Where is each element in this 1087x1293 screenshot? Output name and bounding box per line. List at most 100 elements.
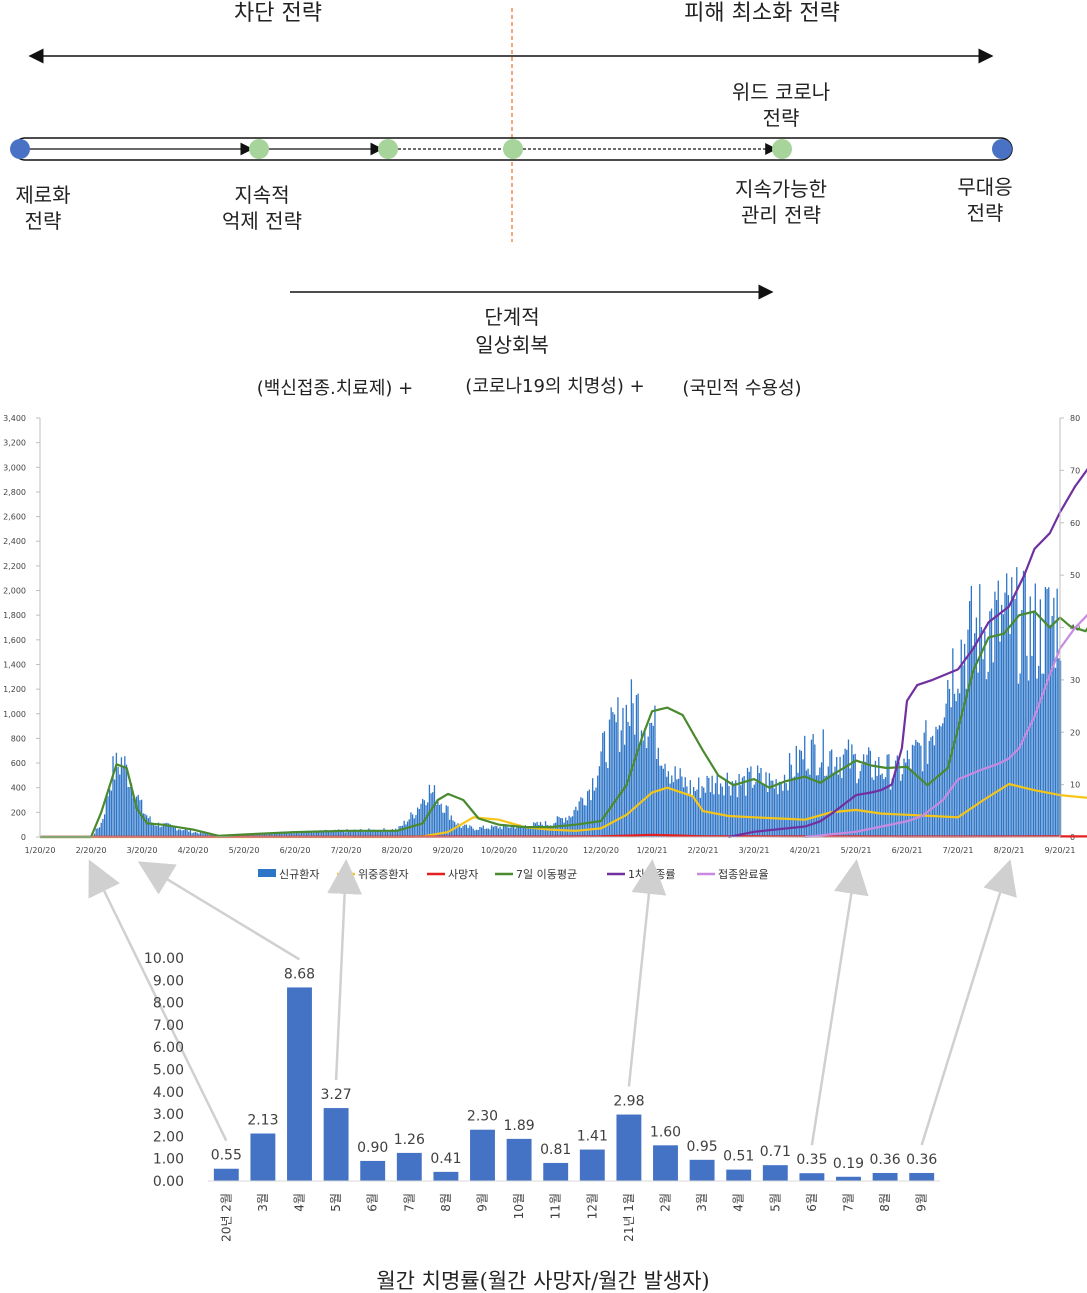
new-case-bar <box>788 753 791 837</box>
new-case-bar <box>862 754 865 837</box>
new-case-bar <box>393 830 395 837</box>
new-case-bar <box>989 611 991 837</box>
x-tick-label: 2/20/21 <box>688 846 719 855</box>
x-tick-label: 7/20/20 <box>331 846 362 855</box>
new-case-bar <box>142 813 144 837</box>
new-case-bar <box>371 831 373 837</box>
new-case-bar <box>410 812 412 837</box>
fatality-bars <box>213 987 935 1181</box>
new-case-bar <box>731 781 734 837</box>
new-case-bar <box>805 770 808 837</box>
new-case-bar <box>361 829 363 837</box>
new-case-bar <box>841 778 843 837</box>
new-case-bar <box>836 756 838 837</box>
new-case-bar <box>693 787 695 837</box>
new-case-bar <box>97 828 99 837</box>
x-tick-label: 1/20/21 <box>637 846 668 855</box>
new-case-bar <box>659 765 661 837</box>
new-case-bar <box>1041 673 1043 837</box>
left-tick-label: 2,400 <box>3 537 26 546</box>
new-case-bar <box>943 717 946 837</box>
new-case-bar <box>369 829 372 837</box>
new-case-bar <box>935 726 937 837</box>
new-case-bar <box>492 826 495 837</box>
new-case-bar <box>418 809 420 837</box>
new-case-bar <box>302 832 304 837</box>
new-case-bar <box>1043 673 1045 837</box>
new-case-bar <box>509 827 511 837</box>
new-case-bar <box>93 833 96 837</box>
new-case-bar <box>529 827 532 837</box>
new-case-bar <box>337 829 340 837</box>
new-case-bar <box>613 714 616 837</box>
new-case-bar <box>1048 587 1050 837</box>
new-case-bar <box>485 828 488 837</box>
new-case-bar <box>654 705 656 837</box>
new-case-bar <box>273 832 276 837</box>
new-case-bar <box>334 829 336 837</box>
new-case-bar <box>629 726 631 837</box>
new-case-bar <box>602 732 604 837</box>
month-label: 4월 <box>293 1193 307 1212</box>
fatality-value-label: 2.98 <box>613 1094 644 1110</box>
new-case-bar <box>480 827 483 837</box>
right-header: 피해 최소화 전략 <box>684 1 840 26</box>
new-case-bar <box>950 707 952 837</box>
new-case-bar <box>379 830 382 837</box>
new-case-bar <box>149 816 151 837</box>
new-case-bar <box>778 781 781 837</box>
new-case-bar <box>815 775 818 837</box>
bar-y-tick-label: 1.00 <box>153 1152 184 1168</box>
new-case-bar <box>324 829 326 837</box>
new-case-bar <box>385 829 387 837</box>
fatality-bar <box>543 1162 569 1181</box>
new-case-bar <box>773 788 776 837</box>
new-case-bar <box>920 745 922 837</box>
new-case-bar <box>538 824 540 837</box>
legend-label: 사망자 <box>448 868 478 881</box>
new-case-bar <box>891 778 893 837</box>
new-case-bar <box>332 830 335 837</box>
new-case-bar <box>307 830 309 837</box>
new-case-bar <box>462 825 464 837</box>
new-case-bar <box>114 779 116 837</box>
new-case-bar <box>990 608 993 837</box>
bar-y-tick-label: 7.00 <box>153 1018 184 1034</box>
new-case-bar <box>1014 598 1016 837</box>
new-case-bar <box>285 833 288 837</box>
new-case-bar <box>184 829 187 837</box>
series-lines <box>40 468 1087 839</box>
x-tick-label: 11/20/20 <box>532 846 568 855</box>
new-case-bar <box>894 760 897 837</box>
new-case-bar <box>376 831 378 837</box>
new-case-bar <box>209 833 212 837</box>
new-case-bar <box>937 729 939 837</box>
pointer-arrow <box>920 859 1017 1146</box>
new-case-bar <box>484 828 486 837</box>
new-case-bar <box>982 659 984 837</box>
fatality-bar <box>396 1152 422 1181</box>
new-case-bar <box>724 781 727 837</box>
new-case-bar <box>817 775 819 837</box>
pointer-arrow <box>88 859 228 1142</box>
bar-y-tick-label: 8.00 <box>153 996 184 1012</box>
new-case-bar <box>433 785 436 837</box>
new-case-bar <box>198 833 200 837</box>
new-case-bar <box>443 812 446 837</box>
new-case-bar <box>615 722 617 837</box>
left-tick-label: 2,000 <box>3 587 26 596</box>
month-label: 21년 1월 <box>622 1193 636 1242</box>
new-case-bar <box>799 749 801 837</box>
new-case-bar <box>775 779 777 837</box>
monthly-fatality-bar-chart: 0.00 1.00 2.00 3.00 4.00 5.00 6.00 7.00 8.00 9.00… <box>144 951 940 1242</box>
x-tick-label: 6/20/21 <box>892 846 923 855</box>
new-case-bar <box>580 797 582 837</box>
pointer-arrow <box>327 859 363 1081</box>
month-label: 9월 <box>476 1193 490 1212</box>
bar-y-tick-label: 10.00 <box>144 951 184 967</box>
new-case-bar <box>857 778 860 837</box>
new-case-bar <box>363 832 365 837</box>
new-case-bar <box>183 830 185 837</box>
new-case-bar <box>546 824 548 837</box>
bar-y-tick-label: 5.00 <box>153 1063 184 1079</box>
